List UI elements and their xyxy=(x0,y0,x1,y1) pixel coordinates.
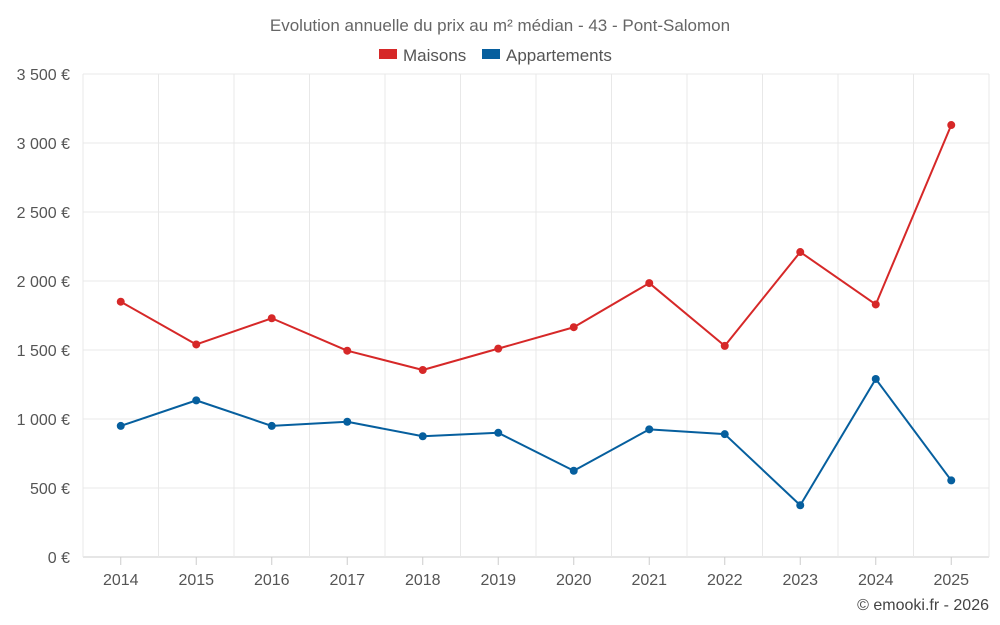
y-tick-label: 2 000 € xyxy=(17,274,70,291)
chart-legend: Maisons Appartements xyxy=(379,46,612,65)
y-tick-label: 0 € xyxy=(48,550,70,567)
chart-title: Evolution annuelle du prix au m² médian … xyxy=(270,16,730,35)
legend-swatch-appartements xyxy=(482,49,500,59)
x-tick-label: 2020 xyxy=(556,572,592,589)
data-point-appartements[interactable] xyxy=(796,501,805,510)
x-tick-label: 2019 xyxy=(480,572,516,589)
x-tick-label: 2015 xyxy=(178,572,214,589)
legend-label-appartements[interactable]: Appartements xyxy=(506,46,612,65)
data-point-appartements[interactable] xyxy=(494,428,503,437)
data-point-appartements[interactable] xyxy=(569,466,578,475)
series-line-appartements xyxy=(120,377,953,507)
data-point-appartements[interactable] xyxy=(645,425,654,434)
data-point-appartements[interactable] xyxy=(947,476,956,485)
data-point-appartements[interactable] xyxy=(267,421,276,430)
y-axis-ticks: 0 € 500 € 1 000 € 1 500 € 2 000 € 2 500 € 3 00… xyxy=(17,67,70,567)
x-axis-ticks: 2014 2015 2016 2017 2018 2019 2020 2021 2022 2023… xyxy=(103,557,969,589)
x-tick-label: 2014 xyxy=(103,572,139,589)
data-point-appartements[interactable] xyxy=(192,396,201,405)
data-point-maisons[interactable] xyxy=(645,279,654,288)
data-point-maisons[interactable] xyxy=(720,341,729,350)
data-point-maisons[interactable] xyxy=(267,314,276,323)
data-point-appartements[interactable] xyxy=(720,430,729,439)
credit-text: © emooki.fr - 2026 xyxy=(857,597,989,614)
data-point-maisons[interactable] xyxy=(418,366,427,375)
data-point-maisons[interactable] xyxy=(343,346,352,355)
data-point-appartements[interactable] xyxy=(116,421,125,430)
data-point-maisons[interactable] xyxy=(494,344,503,353)
legend-swatch-maisons xyxy=(379,49,397,59)
series xyxy=(116,121,956,510)
y-tick-label: 1 000 € xyxy=(17,412,70,429)
series-line-maisons xyxy=(120,124,953,372)
data-point-maisons[interactable] xyxy=(947,121,956,130)
data-point-appartements[interactable] xyxy=(418,432,427,441)
data-point-maisons[interactable] xyxy=(116,297,125,306)
data-point-appartements[interactable] xyxy=(871,374,880,383)
x-tick-label: 2017 xyxy=(329,572,365,589)
y-tick-label: 3 500 € xyxy=(17,67,70,84)
grid xyxy=(82,73,990,558)
legend-label-maisons[interactable]: Maisons xyxy=(403,46,466,65)
y-tick-label: 500 € xyxy=(30,481,70,498)
x-tick-label: 2016 xyxy=(254,572,290,589)
data-point-maisons[interactable] xyxy=(796,248,805,257)
x-tick-label: 2022 xyxy=(707,572,743,589)
data-point-maisons[interactable] xyxy=(569,323,578,332)
data-point-maisons[interactable] xyxy=(871,300,880,309)
x-tick-label: 2024 xyxy=(858,572,894,589)
y-tick-label: 2 500 € xyxy=(17,205,70,222)
y-tick-label: 3 000 € xyxy=(17,136,70,153)
data-point-maisons[interactable] xyxy=(192,340,201,349)
x-tick-label: 2018 xyxy=(405,572,441,589)
x-tick-label: 2021 xyxy=(631,572,667,589)
x-tick-label: 2023 xyxy=(782,572,818,589)
y-tick-label: 1 500 € xyxy=(17,343,70,360)
data-point-appartements[interactable] xyxy=(343,417,352,426)
x-tick-label: 2025 xyxy=(933,572,969,589)
